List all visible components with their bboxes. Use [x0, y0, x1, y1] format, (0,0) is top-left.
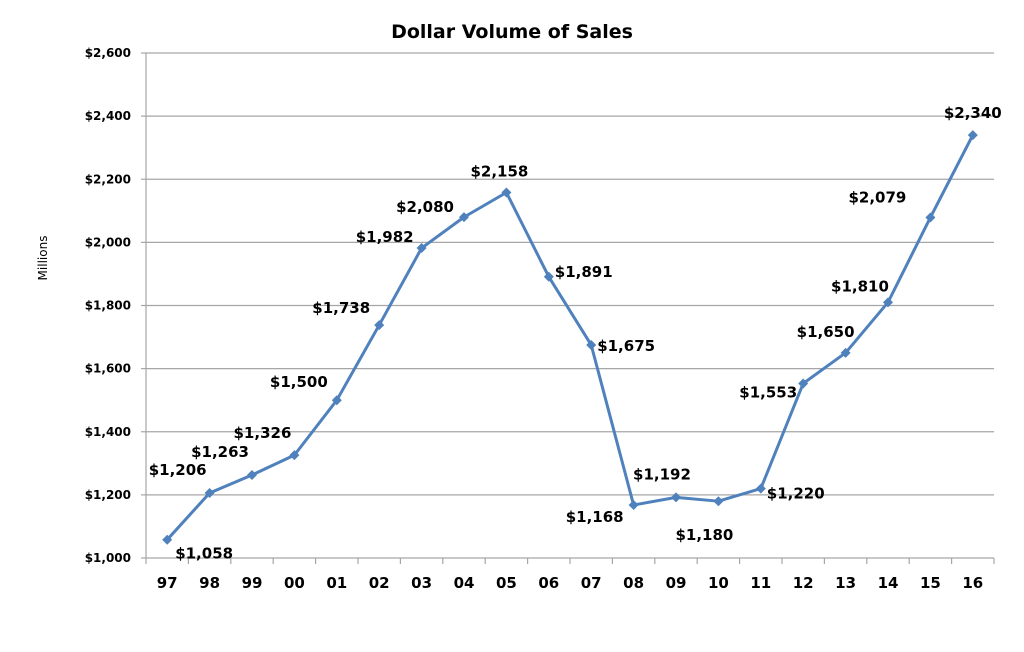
data-series: [162, 130, 978, 545]
x-tick-label: 15: [920, 574, 941, 592]
data-label: $1,553: [739, 383, 797, 401]
y-tick-label: $2,600: [85, 46, 131, 60]
diamond-marker-icon: [416, 243, 427, 254]
data-label: $1,738: [312, 299, 370, 317]
diamond-marker-icon: [755, 483, 766, 494]
diamond-marker-icon: [883, 297, 893, 308]
data-label: $2,158: [470, 163, 528, 181]
x-tick-label: 13: [835, 574, 856, 592]
y-tick-label: $1,400: [85, 425, 131, 439]
x-tick-label: 02: [369, 574, 390, 592]
data-label: $1,650: [797, 323, 855, 341]
data-label: $1,810: [831, 277, 889, 295]
x-tick-label: 16: [962, 574, 983, 592]
x-tick-label: 05: [496, 574, 517, 592]
data-label: $1,326: [234, 424, 292, 442]
data-label: $1,891: [555, 263, 613, 281]
diamond-marker-icon: [586, 339, 597, 350]
x-tick-label: 01: [326, 574, 347, 592]
x-tick-label: 14: [878, 574, 899, 592]
x-tick-label: 99: [242, 574, 263, 592]
diamond-marker-icon: [671, 492, 681, 503]
x-tick-label: 98: [199, 574, 220, 592]
chart-title: Dollar Volume of Sales: [391, 21, 633, 43]
y-tick-label: $2,200: [85, 172, 131, 186]
data-label: $2,340: [944, 104, 1002, 122]
diamond-marker-icon: [374, 320, 385, 331]
x-tick-label: 09: [666, 574, 687, 592]
diamond-marker-icon: [289, 450, 300, 461]
y-tick-label: $1,200: [85, 488, 131, 502]
data-label: $1,500: [270, 373, 328, 391]
data-label: $1,982: [356, 228, 414, 246]
y-axis-ticks: $1,000 $1,200 $1,400 $1,600 $1,800 $2,000 $2,2…: [85, 46, 146, 565]
data-label: $1,168: [566, 508, 624, 526]
x-axis-ticks: 97 98 99 00 01 02 03 04 05 06 07 08 09 10 11 12 13 14 15 16: [145, 558, 995, 592]
diamond-marker-icon: [628, 499, 639, 510]
diamond-marker-icon: [331, 395, 342, 406]
diamond-marker-icon: [713, 496, 724, 507]
diamond-marker-icon: [798, 378, 809, 389]
x-tick-label: 11: [750, 574, 771, 592]
diamond-marker-icon: [247, 469, 257, 480]
series-line: [166, 134, 975, 541]
data-label: $1,206: [149, 461, 207, 479]
x-tick-label: 10: [708, 574, 729, 592]
x-tick-label: 12: [793, 574, 814, 592]
gridlines: [146, 52, 994, 496]
data-label: $1,220: [767, 485, 825, 503]
y-tick-label: $1,800: [85, 299, 131, 313]
x-tick-label: 08: [623, 574, 644, 592]
diamond-marker-icon: [501, 187, 512, 198]
x-tick-label: 00: [284, 574, 305, 592]
diamond-marker-icon: [162, 534, 173, 545]
y-tick-label: $1,000: [85, 551, 131, 565]
diamond-marker-icon: [543, 271, 554, 282]
data-label: $1,180: [675, 526, 733, 544]
data-label: $1,263: [191, 443, 249, 461]
x-tick-label: 07: [581, 574, 602, 592]
data-label: $2,080: [396, 198, 454, 216]
diamond-marker-icon: [459, 212, 469, 223]
data-label: $2,079: [848, 188, 906, 206]
data-label: $1,192: [633, 465, 691, 483]
x-tick-label: 03: [411, 574, 432, 592]
x-tick-label: 04: [454, 574, 475, 592]
data-labels: $1,058 $1,206$1,263$1,326 $1,500 $1,738 $1,9…: [149, 104, 1002, 563]
y-tick-label: $2,400: [85, 109, 131, 123]
x-tick-label: 97: [157, 574, 178, 592]
y-tick-label: $1,600: [85, 362, 131, 376]
diamond-marker-icon: [925, 212, 936, 223]
diamond-marker-icon: [967, 130, 978, 141]
y-axis-label: Millions: [36, 236, 50, 281]
diamond-marker-icon: [204, 487, 215, 498]
diamond-marker-icon: [840, 347, 851, 358]
data-label: $1,675: [597, 337, 655, 355]
data-label: $1,058: [175, 545, 233, 563]
x-tick-label: 06: [538, 574, 559, 592]
y-tick-label: $2,000: [85, 235, 131, 249]
